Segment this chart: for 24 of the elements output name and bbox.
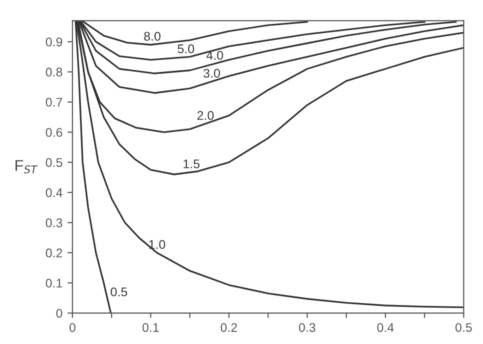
x-tick-label: 0 [69, 323, 76, 332]
y-tick-label: 0.6 [46, 128, 62, 137]
x-tick-label: 0.4 [377, 323, 394, 332]
x-tick-label: 0.1 [142, 323, 159, 332]
series-label: 4.0 [206, 50, 224, 60]
y-tick-label: 0.2 [46, 248, 62, 258]
y-tick-label: 0.1 [46, 278, 62, 288]
y-tick-label: 0.3 [46, 218, 62, 228]
series-label: 3.0 [204, 68, 220, 78]
series-label: 1.5 [184, 160, 200, 168]
x-tick-label: 0.5 [455, 323, 472, 332]
y-tick-label: 0.8 [46, 68, 62, 77]
x-tick-label: 0.2 [220, 323, 238, 332]
series-label: 5.0 [178, 44, 194, 54]
y-axis-title: F$_{ST}$ [16, 160, 38, 174]
series-label: 8.0 [144, 32, 160, 41]
y-tick-label: 0.4 [46, 188, 62, 198]
series-label: 2.0 [197, 111, 214, 120]
y-tick-label: 0 [56, 308, 62, 318]
y-tick-label: 0.7 [46, 98, 62, 107]
series-label: 0.5 [110, 287, 128, 296]
x-tick-label: 0.3 [298, 323, 316, 332]
y-tick-label: 0.5 [46, 158, 62, 167]
y-tick-label: 0.9 [46, 38, 62, 46]
